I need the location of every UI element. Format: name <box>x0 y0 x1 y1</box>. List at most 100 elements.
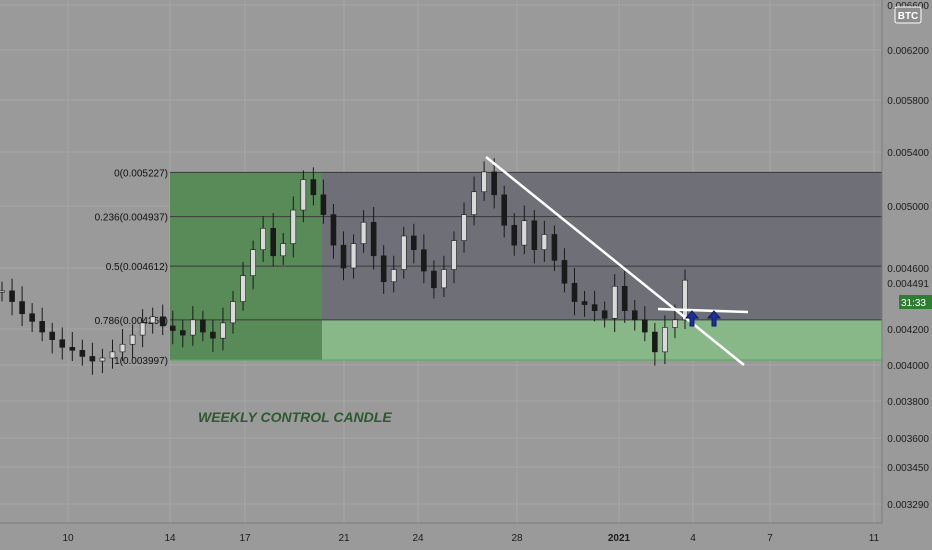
x-tick-label: 7 <box>767 533 773 544</box>
fib-level-label: 0.5(0.004612) <box>106 262 168 273</box>
x-tick-label: 28 <box>511 533 523 544</box>
candle <box>230 290 236 334</box>
candle <box>621 271 628 323</box>
x-tick-label: 11 <box>869 533 880 544</box>
candle <box>642 306 648 342</box>
candle <box>99 348 106 374</box>
candle <box>511 213 518 256</box>
candle <box>662 315 668 365</box>
candle <box>370 207 377 270</box>
candle <box>300 170 307 223</box>
candle <box>0 281 5 302</box>
candle <box>139 309 146 348</box>
candle <box>441 255 447 297</box>
candle <box>240 261 246 311</box>
candle <box>270 213 276 267</box>
candle <box>19 286 25 326</box>
annotation-text: WEEKLY CONTROL CANDLE <box>198 409 392 425</box>
y-tick-label: 0.005400 <box>887 148 929 159</box>
candle <box>169 310 176 345</box>
candle <box>310 167 317 206</box>
candle <box>59 327 66 360</box>
candle <box>521 205 528 255</box>
candle <box>531 210 538 264</box>
candle <box>431 260 437 299</box>
candle <box>39 307 45 342</box>
currency-badge[interactable]: BTC <box>894 6 922 24</box>
x-tick-label: 4 <box>690 533 696 544</box>
candle <box>380 245 387 294</box>
candle <box>200 310 206 342</box>
last-price-box <box>883 277 932 291</box>
candle <box>541 220 548 262</box>
candle <box>400 226 407 279</box>
candle <box>129 324 136 358</box>
fib-level-label: 0.786(0.004260) <box>95 316 168 327</box>
candle <box>601 301 608 328</box>
candle <box>29 303 35 333</box>
candle <box>390 255 397 293</box>
countdown-label: 31:33 <box>901 298 926 309</box>
x-tick-label: 10 <box>62 533 74 544</box>
up-arrow-icon <box>684 310 700 327</box>
candle <box>350 234 357 279</box>
candle <box>149 307 156 334</box>
candle <box>250 240 256 290</box>
fib-level-label: 1(0.003997) <box>114 356 168 367</box>
candle <box>491 158 497 209</box>
y-tick-label: 0.005000 <box>887 202 929 213</box>
x-tick-label: 2021 <box>608 533 631 544</box>
y-tick-label: 0.004000 <box>887 361 929 372</box>
candle <box>471 176 477 226</box>
x-tick-label: 24 <box>412 533 424 544</box>
candle <box>220 307 226 351</box>
candle <box>9 278 15 316</box>
candle <box>411 223 417 264</box>
candle <box>49 322 56 354</box>
drawings <box>485 156 749 366</box>
candle <box>190 306 196 346</box>
x-tick-label: 21 <box>338 533 350 544</box>
candle <box>682 269 688 329</box>
y-tick-label: 0.005800 <box>887 96 929 107</box>
y-tick-label: 0.003290 <box>887 500 929 511</box>
x-tick-label: 14 <box>164 533 176 544</box>
candle <box>79 339 86 366</box>
candle <box>119 329 126 362</box>
fib-zone-lower <box>322 319 882 360</box>
candle <box>451 231 457 284</box>
candle <box>290 196 297 258</box>
candle <box>611 274 618 333</box>
countdown-box <box>899 295 932 309</box>
candle <box>89 342 96 375</box>
candle <box>481 161 487 201</box>
candles <box>0 158 688 375</box>
candle <box>340 231 347 281</box>
candle <box>159 304 166 336</box>
candle <box>280 232 287 265</box>
candle <box>330 203 337 259</box>
candle <box>561 248 568 293</box>
y-tick-label: 0.003450 <box>887 463 929 474</box>
last-price-label: 0.004491 <box>887 279 929 290</box>
candle <box>631 300 638 331</box>
candle <box>581 290 588 317</box>
horizontal-line[interactable] <box>657 307 749 314</box>
trend-line[interactable] <box>485 156 745 366</box>
candle <box>421 234 427 284</box>
currency-badge-box <box>894 6 922 24</box>
fib-level-label: 0.236(0.004937) <box>95 213 168 224</box>
fib-level-label: 0(0.005227) <box>114 168 168 179</box>
y-tick-label: 0.004200 <box>887 325 929 336</box>
up-arrow-icon <box>706 310 722 327</box>
candle <box>360 210 367 253</box>
currency-badge-text: BTC <box>898 11 919 22</box>
fib-levels: 0(0.005227) 0.236(0.004937) 0.5(0.004612) 0… <box>95 168 882 367</box>
candle <box>551 225 558 272</box>
y-tick-label: 0.006200 <box>887 46 929 57</box>
x-tick-label: 17 <box>239 533 251 544</box>
candle <box>179 319 186 348</box>
last-price-tag: 0.004491 31:33 <box>883 277 932 309</box>
